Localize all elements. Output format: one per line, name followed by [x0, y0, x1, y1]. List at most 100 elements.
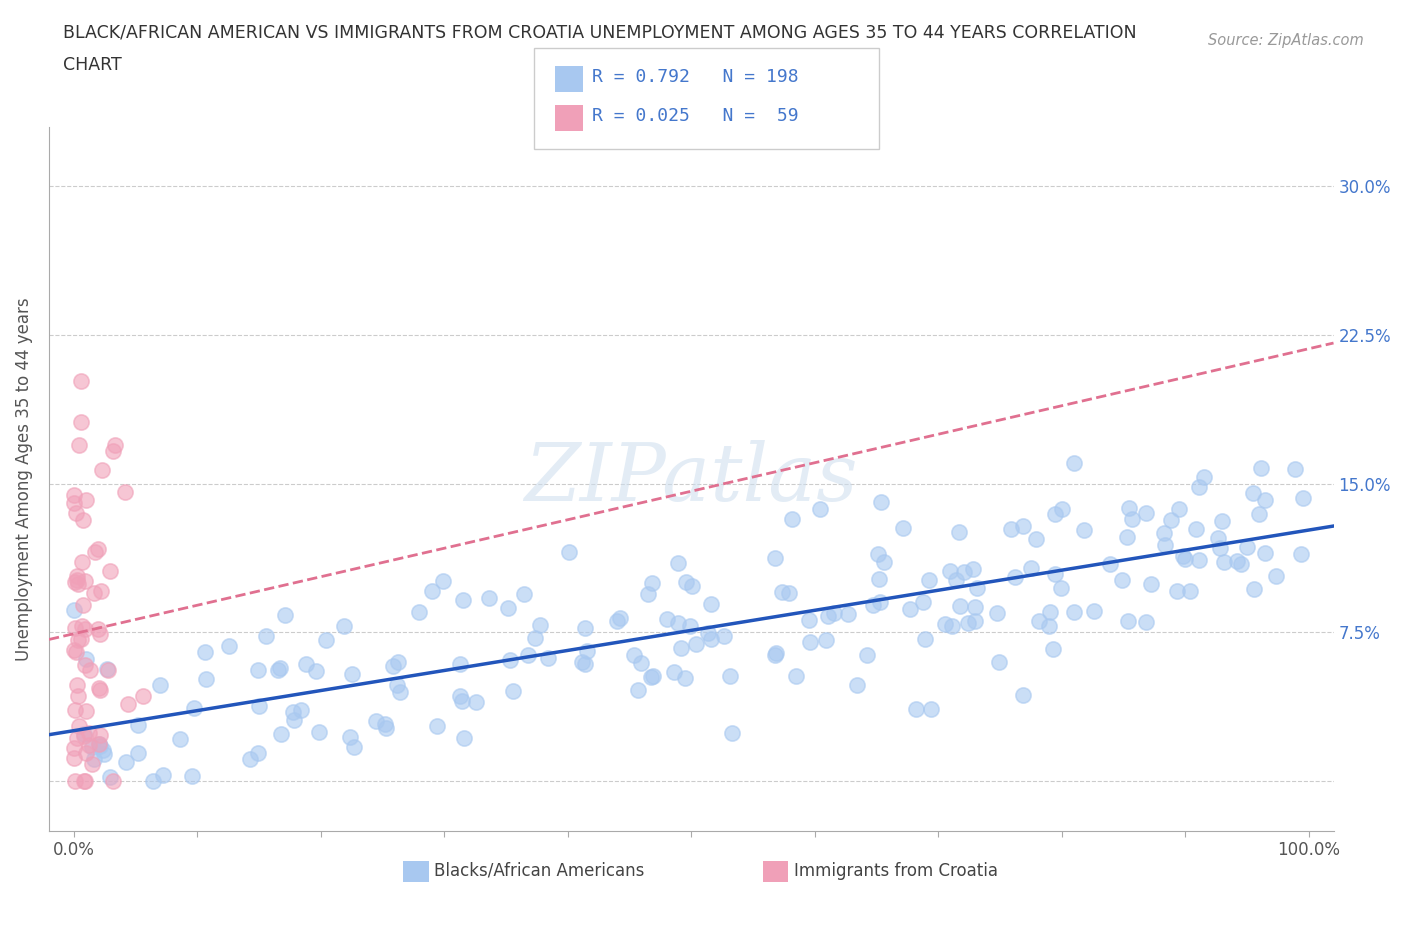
Point	[86, 622, 108, 637]
Point	[668, 556, 690, 571]
Point	[148, 678, 170, 693]
Point	[778, 586, 800, 601]
Point	[817, 608, 839, 623]
Point	[75, 658, 97, 673]
Point	[1226, 553, 1249, 568]
Text: Immigrants from Croatia: Immigrants from Croatia	[794, 862, 998, 880]
Point	[283, 713, 305, 728]
Point	[808, 501, 831, 516]
Point	[780, 512, 803, 526]
Point	[962, 562, 984, 577]
Point	[142, 774, 165, 789]
Point	[662, 665, 685, 680]
Point	[956, 615, 979, 630]
Point	[1019, 561, 1042, 576]
Point	[89, 738, 111, 753]
Point	[669, 641, 692, 656]
Point	[516, 648, 538, 663]
Point	[963, 600, 986, 615]
Point	[98, 564, 121, 578]
Point	[315, 633, 337, 648]
Point	[986, 606, 1008, 621]
Point	[1135, 506, 1157, 521]
Point	[870, 495, 893, 510]
Point	[763, 647, 786, 662]
Point	[1178, 583, 1201, 598]
Point	[194, 644, 217, 659]
Point	[1185, 522, 1208, 537]
Point	[63, 496, 86, 511]
Point	[453, 592, 475, 607]
Point	[270, 726, 292, 741]
Point	[845, 677, 868, 692]
Point	[1213, 555, 1236, 570]
Point	[89, 727, 111, 742]
Point	[1135, 615, 1157, 630]
Point	[83, 585, 105, 600]
Point	[1291, 546, 1313, 561]
Point	[274, 607, 297, 622]
Point	[1050, 580, 1073, 595]
Point	[66, 568, 89, 583]
Point	[342, 667, 364, 682]
Point	[87, 737, 110, 751]
Point	[75, 704, 97, 719]
Point	[69, 415, 91, 430]
Point	[1116, 614, 1139, 629]
Point	[269, 660, 291, 675]
Point	[866, 547, 889, 562]
Point	[815, 633, 838, 648]
Point	[82, 739, 104, 754]
Point	[333, 618, 356, 633]
Point	[1004, 570, 1026, 585]
Point	[290, 702, 312, 717]
Point	[945, 573, 967, 588]
Point	[104, 437, 127, 452]
Point	[117, 697, 139, 711]
Point	[70, 555, 93, 570]
Point	[1187, 552, 1209, 567]
Point	[1254, 493, 1277, 508]
Point	[1153, 525, 1175, 540]
Point	[247, 698, 270, 713]
Point	[685, 636, 707, 651]
Point	[66, 731, 89, 746]
Point	[837, 606, 859, 621]
Point	[765, 645, 787, 660]
Point	[90, 584, 112, 599]
Point	[62, 741, 84, 756]
Point	[987, 655, 1010, 670]
Point	[1063, 456, 1085, 471]
Point	[1121, 512, 1143, 526]
Point	[637, 587, 659, 602]
Point	[65, 644, 87, 659]
Point	[67, 719, 90, 734]
Point	[537, 651, 560, 666]
Point	[267, 663, 290, 678]
Point	[869, 595, 891, 610]
Y-axis label: Unemployment Among Ages 35 to 44 years: Unemployment Among Ages 35 to 44 years	[15, 297, 32, 660]
Point	[623, 647, 645, 662]
Point	[387, 677, 409, 692]
Point	[67, 437, 90, 452]
Point	[799, 613, 821, 628]
Point	[75, 651, 97, 666]
Point	[1264, 568, 1286, 583]
Point	[63, 751, 86, 765]
Point	[100, 770, 122, 785]
Point	[914, 631, 936, 646]
Point	[673, 671, 696, 685]
Point	[152, 767, 174, 782]
Point	[96, 661, 118, 676]
Point	[675, 575, 697, 590]
Point	[1188, 480, 1211, 495]
Point	[387, 654, 409, 669]
Point	[1063, 604, 1085, 619]
Point	[873, 554, 896, 569]
Point	[66, 577, 89, 591]
Point	[499, 652, 522, 667]
Text: ZIPatlas: ZIPatlas	[524, 440, 858, 517]
Point	[239, 751, 262, 766]
Point	[862, 598, 884, 613]
Point	[949, 598, 972, 613]
